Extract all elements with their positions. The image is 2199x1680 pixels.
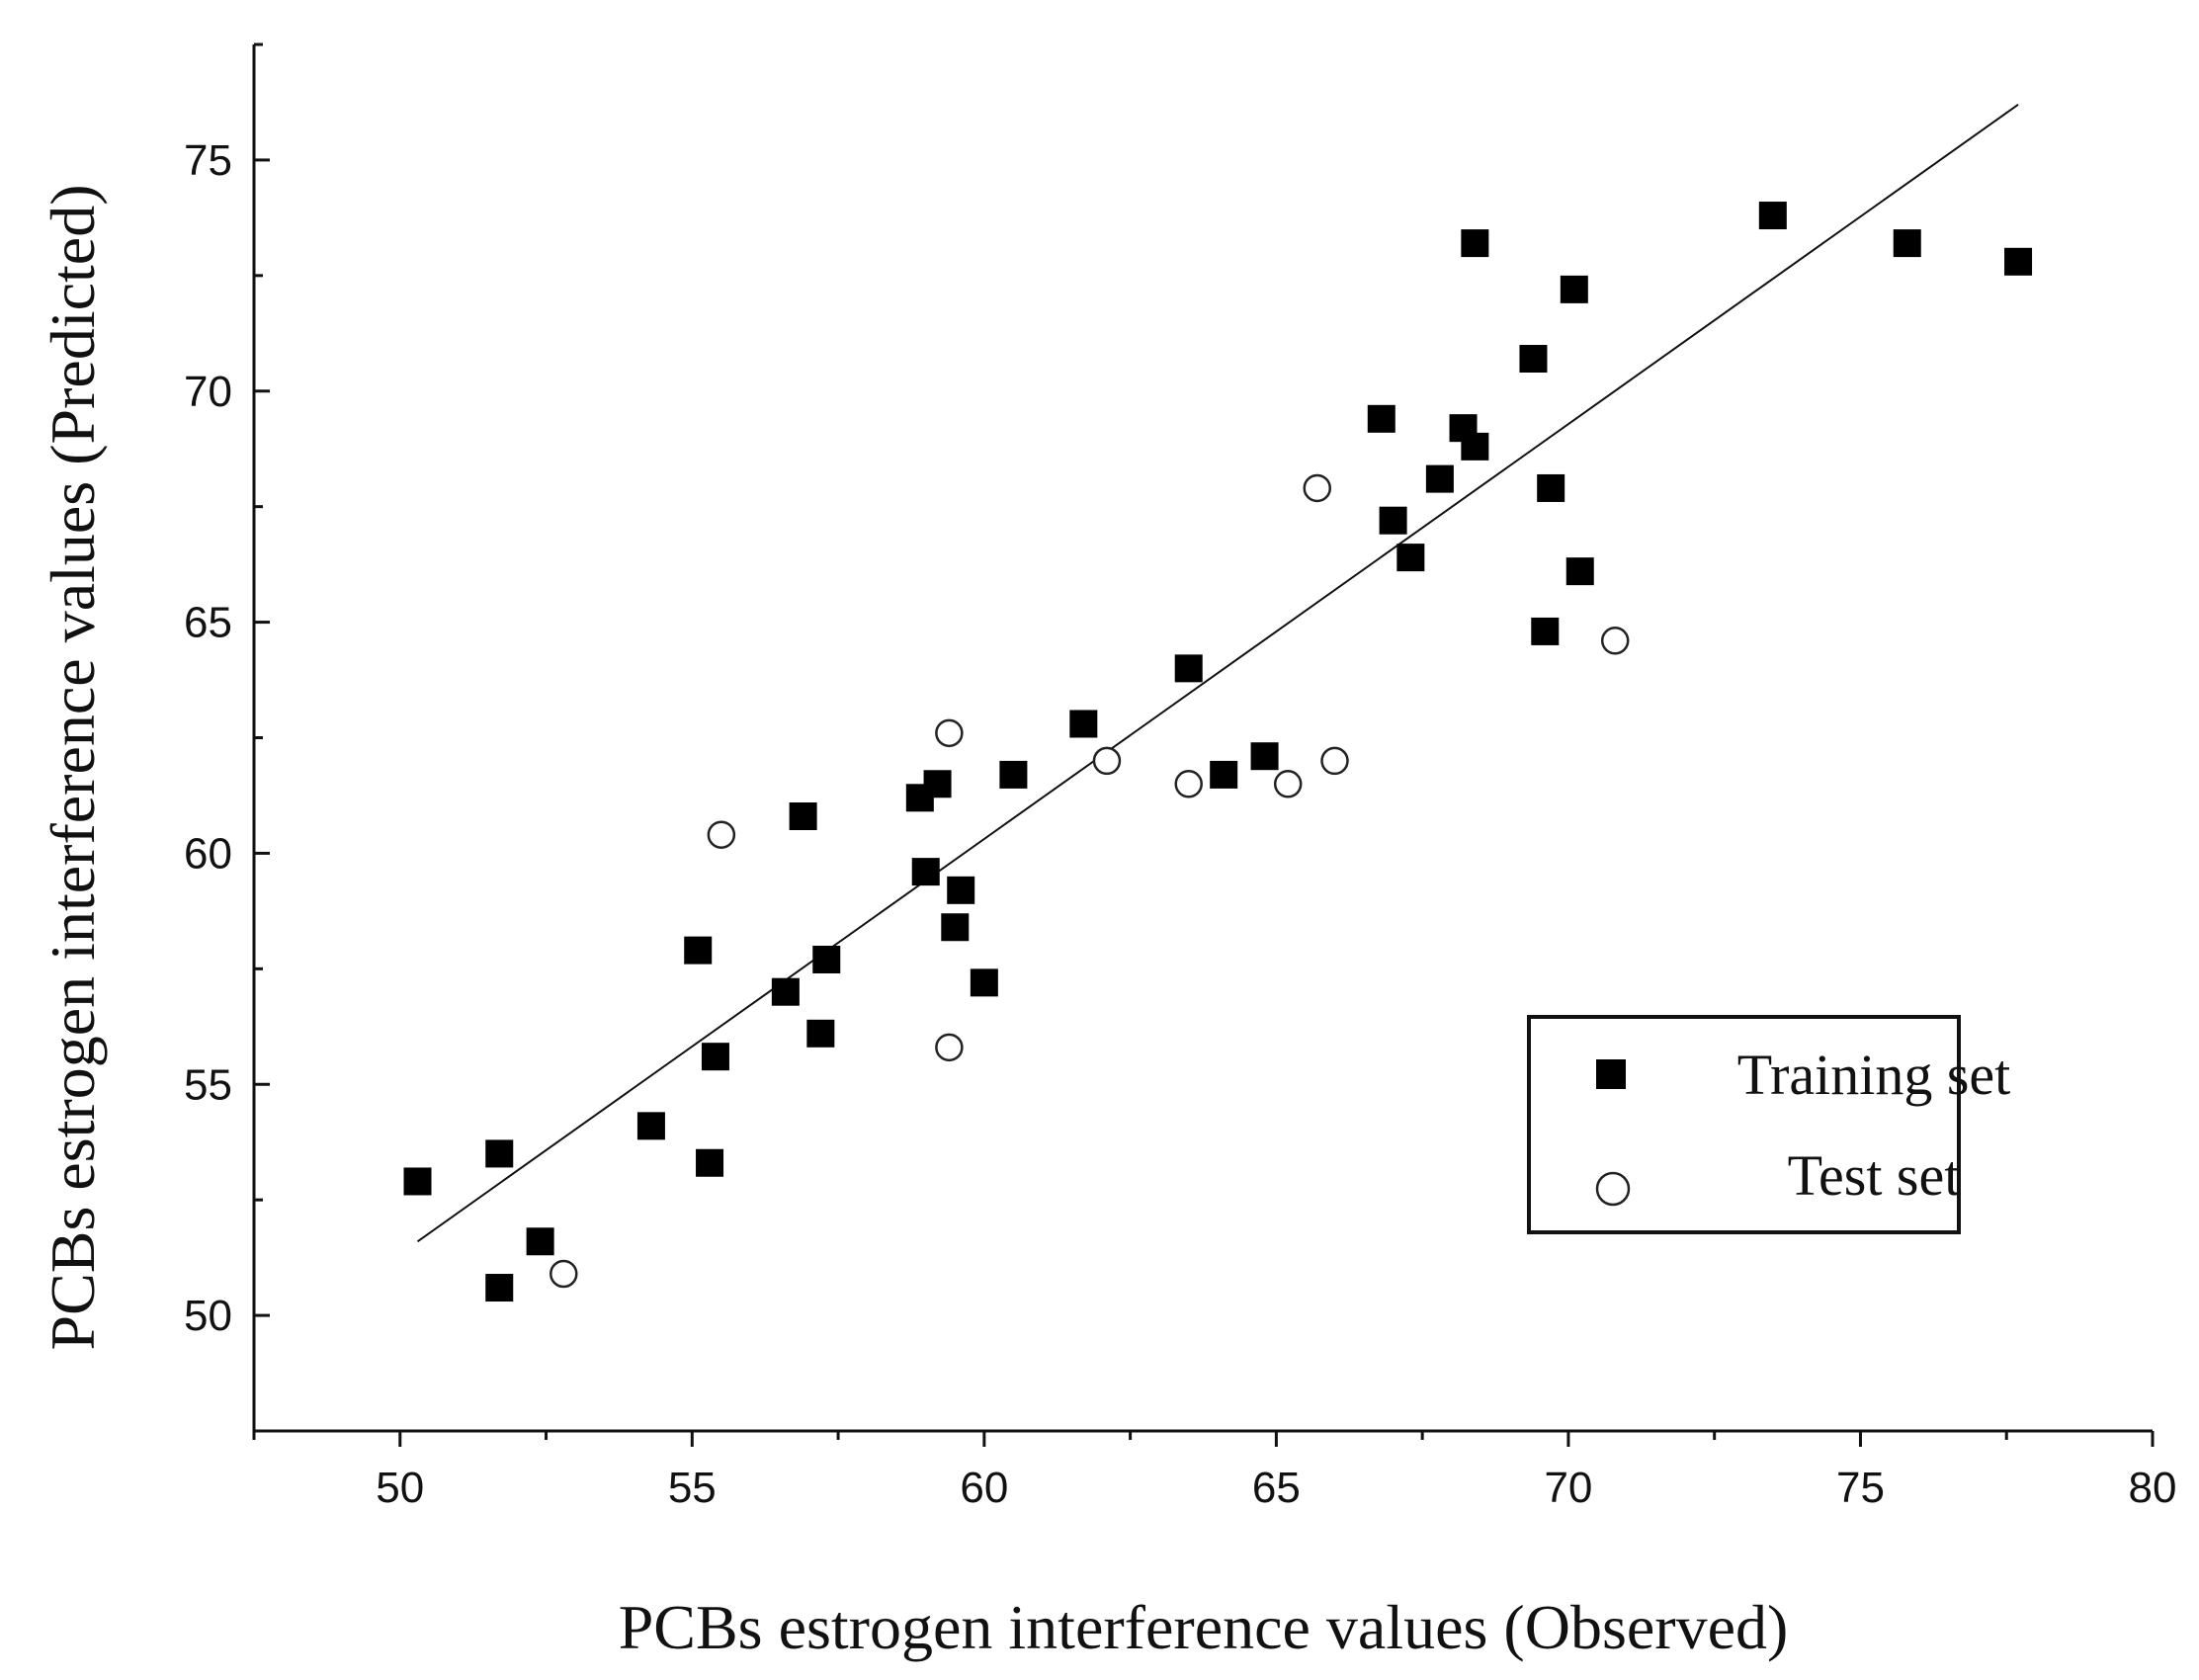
y-tick-label: 50 <box>184 1292 232 1340</box>
y-tick-label: 70 <box>184 368 232 416</box>
regression-fit-line <box>416 103 2019 1243</box>
training-set-point <box>485 1274 514 1302</box>
y-ticks: 50 55 60 65 70 75 <box>184 42 270 1433</box>
y-tick-label: 75 <box>184 136 232 185</box>
training-set-point <box>1425 464 1454 493</box>
test-set-point <box>1092 746 1122 776</box>
training-set-point <box>970 968 998 997</box>
training-set-point <box>1379 506 1407 535</box>
legend-test-marker <box>1595 1171 1631 1207</box>
test-set-point <box>935 718 964 748</box>
training-set-point <box>1565 557 1594 586</box>
training-set-point <box>806 1019 835 1048</box>
x-axis-title: PCBs estrogen interference values (Obser… <box>619 1592 1789 1662</box>
training-set-point <box>911 858 940 886</box>
x-tick-label: 75 <box>1836 1464 1885 1512</box>
legend-training-marker <box>1596 1059 1626 1089</box>
training-set-point <box>485 1139 514 1168</box>
x-tick-label: 80 <box>2129 1464 2177 1512</box>
data-points <box>403 202 2033 1302</box>
training-set-point <box>1367 404 1396 433</box>
legend: Training set Test set <box>1527 1015 2011 1234</box>
training-set-point <box>1174 654 1203 683</box>
training-set-point <box>1461 432 1489 461</box>
training-set-point <box>1560 275 1588 303</box>
training-set-point <box>1519 345 1548 374</box>
training-set-point <box>701 1043 729 1071</box>
training-set-point <box>2004 247 2033 276</box>
legend-box <box>1527 1015 1961 1234</box>
training-set-point <box>1396 544 1425 572</box>
training-set-point <box>941 913 970 942</box>
legend-test-label: Test set <box>1788 1143 1961 1208</box>
test-set-point <box>1174 770 1203 798</box>
training-set-point <box>1531 617 1560 645</box>
training-set-point <box>1069 710 1098 738</box>
test-set-point <box>1303 473 1332 503</box>
x-tick-label: 55 <box>668 1464 717 1512</box>
test-set-point <box>1273 770 1303 798</box>
training-set-point <box>812 945 841 973</box>
training-set-point <box>403 1167 432 1196</box>
y-tick-label: 55 <box>184 1060 232 1109</box>
test-set-point <box>1600 627 1630 655</box>
x-tick-label: 65 <box>1252 1464 1301 1512</box>
legend-training-label: Training set <box>1737 1043 2011 1107</box>
y-tick-label: 65 <box>184 599 232 647</box>
training-set-point <box>1210 760 1238 789</box>
training-set-point <box>526 1227 554 1256</box>
training-set-point <box>636 1112 665 1140</box>
x-ticks: 50 55 60 65 70 75 80 <box>252 1431 2177 1512</box>
training-set-point <box>771 977 800 1006</box>
training-set-point <box>684 936 713 965</box>
test-set-point <box>1320 746 1349 776</box>
training-set-point <box>923 770 952 798</box>
training-set-point <box>1537 473 1565 502</box>
y-axis-title: PCBs estrogen interference values (Predi… <box>38 184 108 1350</box>
y-tick-label: 60 <box>184 829 232 878</box>
x-tick-label: 60 <box>960 1464 1008 1512</box>
x-tick-label: 70 <box>1544 1464 1592 1512</box>
training-set-point <box>947 876 975 904</box>
test-set-point <box>707 820 736 849</box>
training-set-point <box>1893 229 1921 258</box>
x-tick-label: 50 <box>376 1464 424 1512</box>
training-set-point <box>999 760 1028 789</box>
test-set-point <box>550 1259 578 1289</box>
training-set-point <box>1250 742 1279 771</box>
training-set-point <box>696 1148 724 1177</box>
training-set-point <box>789 802 817 831</box>
training-set-point <box>1758 202 1787 230</box>
test-set-point <box>935 1033 964 1062</box>
training-set-point <box>1461 229 1489 258</box>
